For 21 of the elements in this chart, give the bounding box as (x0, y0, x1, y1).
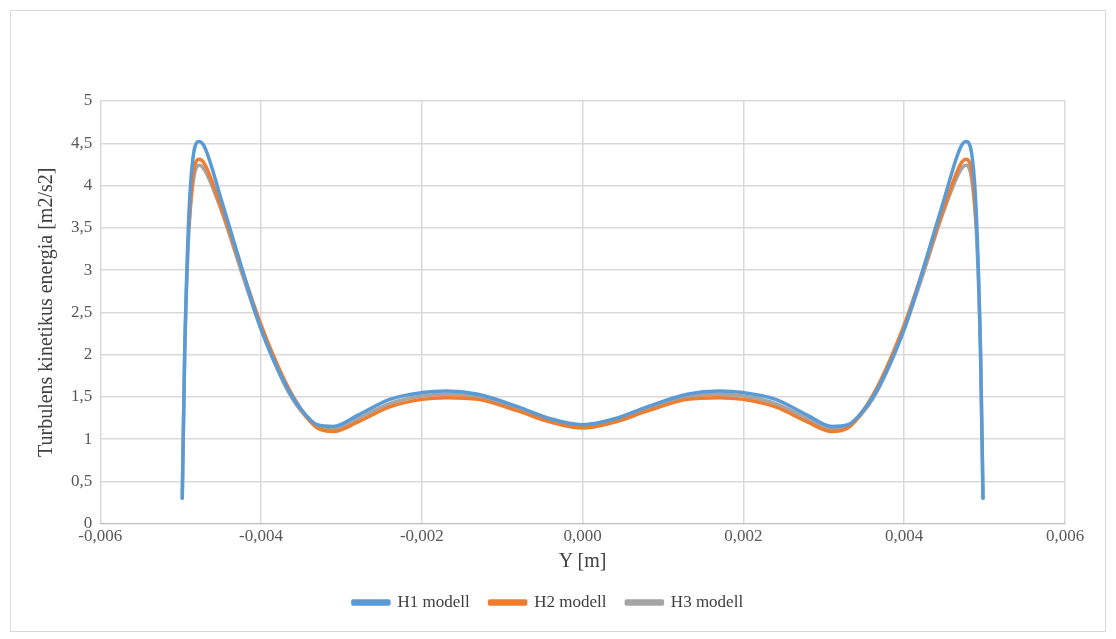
y-tick-label: 3 (83, 259, 93, 279)
y-tick-label: 2 (83, 344, 93, 364)
y-tick-label: 1 (83, 428, 93, 448)
x-tick-label: 0,006 (1045, 526, 1085, 546)
y-tick-label: 4,5 (71, 132, 93, 152)
y-tick-label: 3,5 (71, 217, 93, 237)
legend-label: H3 modell (670, 591, 744, 611)
y-axis-title: Turbulens kinetikus energia [m2/s2] (34, 167, 58, 458)
x-tick-label: -0,002 (399, 526, 444, 546)
y-tick-label: 2,5 (71, 301, 93, 321)
legend-label: H2 modell (534, 591, 607, 611)
x-tick-label: 0,002 (724, 526, 763, 546)
x-tick-label: -0,004 (239, 526, 284, 546)
x-tick-label: 0,000 (563, 526, 602, 546)
y-tick-label: 1,5 (71, 386, 93, 406)
x-axis-title: Y [m] (558, 549, 607, 572)
legend-label: H1 modell (397, 591, 470, 611)
y-tick-label: 0,5 (71, 470, 93, 490)
y-tick-label: 4 (83, 174, 93, 194)
x-tick-label: 0,004 (885, 526, 924, 546)
y-tick-label: 5 (83, 90, 93, 110)
